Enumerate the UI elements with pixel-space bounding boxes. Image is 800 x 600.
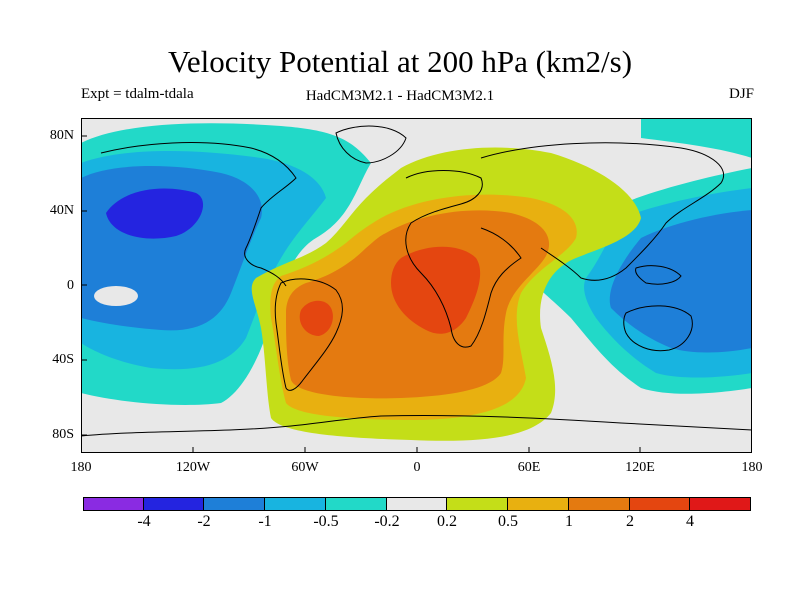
colorbar-label: 0.2: [437, 513, 457, 530]
lat-label-80s: 80S: [52, 427, 74, 442]
colorbar-segment: [83, 497, 144, 511]
fill-neg-2-north-pacific: [106, 188, 204, 239]
colorbar-label: 2: [626, 513, 634, 530]
fill-near-zero-pacific-patch: [94, 286, 138, 306]
fill-neg-0.2-northeast: [641, 118, 752, 158]
colorbar-frame: [83, 497, 751, 511]
colorbar: [83, 497, 751, 511]
season-label: DJF: [728, 86, 754, 102]
lon-label-0: 0: [413, 460, 421, 475]
coast-maritime-continent: [635, 265, 682, 285]
coast-asia: [480, 142, 724, 281]
experiment-label: Expt = tdalm-tdala: [81, 86, 194, 102]
coast-antarctica: [81, 414, 752, 437]
model-comparison-label: HadCM3M2.1 - HadCM3M2.1: [305, 88, 495, 104]
coast-australia: [623, 305, 693, 352]
colorbar-label: -0.2: [374, 513, 400, 530]
colorbar-segment: [204, 497, 265, 511]
colorbar-segment: [508, 497, 569, 511]
colorbar-label: 4: [686, 513, 694, 530]
velocity-potential-map: [81, 118, 752, 453]
colorbar-segment: [447, 497, 508, 511]
colorbar-label: 0.5: [498, 513, 518, 530]
colorbar-segment: [144, 497, 204, 511]
tick-marks: [81, 135, 641, 453]
fill-neg-1-east: [609, 210, 752, 353]
colorbar-label: -1: [258, 513, 272, 530]
colorbar-label: 1: [565, 513, 573, 530]
coast-greenland: [335, 125, 407, 164]
fill-pos-2-south-america: [299, 300, 333, 336]
lon-label-120e: 120E: [625, 460, 655, 475]
lon-label-180e: 180: [741, 460, 763, 475]
lon-label-60w: 60W: [291, 460, 319, 475]
lat-label-40s: 40S: [52, 352, 74, 367]
colorbar-label: -4: [137, 513, 151, 530]
coast-europe-africa: [405, 170, 522, 348]
colorbar-segment: [265, 497, 326, 511]
coast-south-america: [274, 278, 343, 391]
colorbar-label: -0.5: [313, 513, 339, 530]
colorbar-segment: [387, 497, 447, 511]
lon-label-180w: 180: [70, 460, 92, 475]
colorbar-segment: [326, 497, 387, 511]
lat-label-equator: 0: [67, 278, 74, 293]
lat-label-40n: 40N: [49, 203, 74, 218]
colorbar-segment: [630, 497, 690, 511]
lon-label-60e: 60E: [517, 460, 541, 475]
coastlines: [81, 125, 752, 437]
coast-north-america: [100, 142, 297, 287]
plot-title: Velocity Potential at 200 hPa (km2/s): [167, 44, 633, 79]
colorbar-label: -2: [197, 513, 211, 530]
lon-label-120w: 120W: [175, 460, 211, 475]
colorbar-segment: [569, 497, 630, 511]
lat-label-80n: 80N: [49, 128, 74, 143]
contour-fills: [81, 118, 752, 453]
fill-pos-2-africa: [391, 246, 481, 334]
map-panel: [81, 118, 752, 453]
